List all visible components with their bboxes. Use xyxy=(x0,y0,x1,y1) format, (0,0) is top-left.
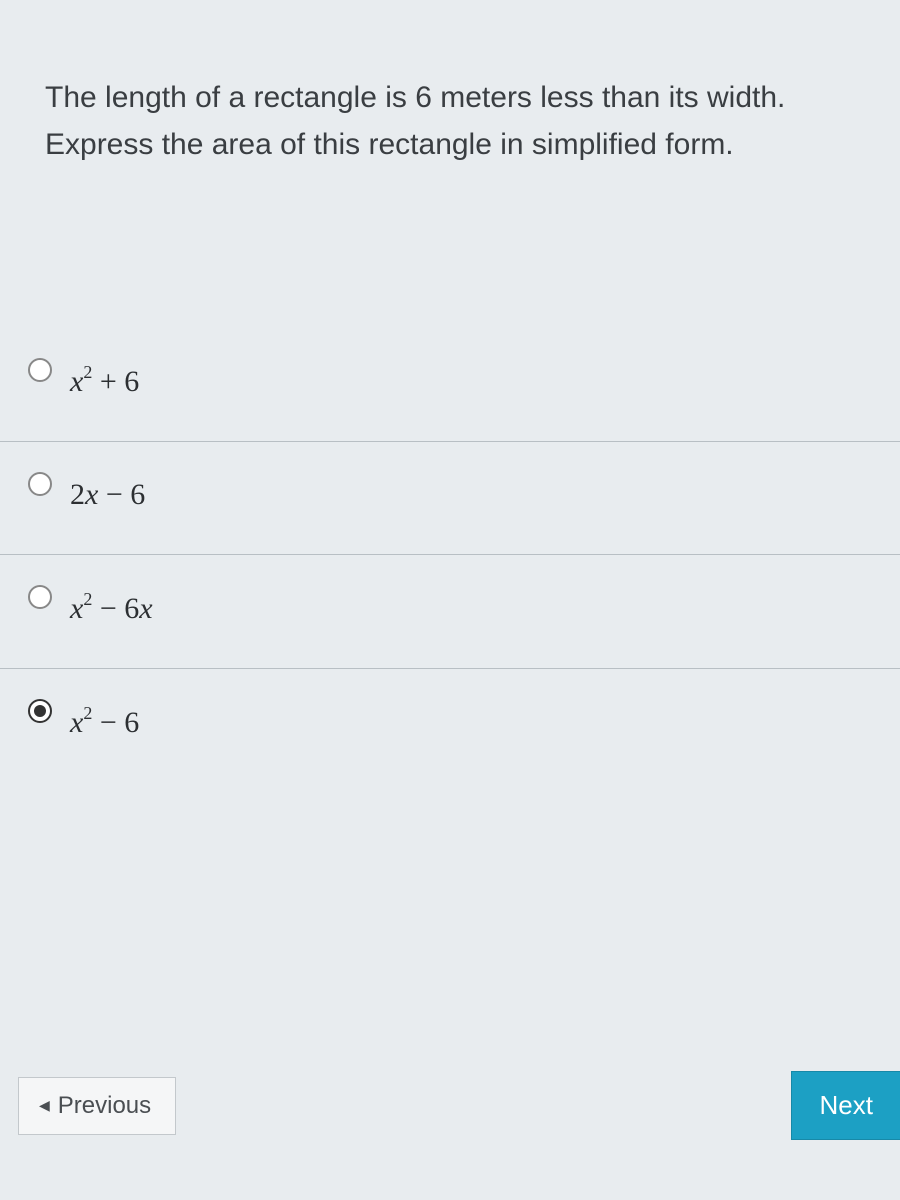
option-label: x2 − 6x xyxy=(70,583,153,626)
radio-button[interactable] xyxy=(28,358,52,382)
question-line-2: Express the area of this rectangle in si… xyxy=(45,128,734,161)
next-button[interactable]: Next xyxy=(791,1071,900,1140)
radio-button[interactable] xyxy=(28,472,52,496)
option-row[interactable]: x2 − 6x xyxy=(0,555,900,669)
options-area: x2 + 6 2x − 6 x2 − 6x x2 − 6 xyxy=(0,328,900,1051)
question-text: The length of a rectangle is 6 meters le… xyxy=(45,75,855,168)
option-label: x2 + 6 xyxy=(70,356,139,399)
option-row[interactable]: 2x − 6 xyxy=(0,442,900,555)
previous-label: Previous xyxy=(58,1092,151,1120)
next-label: Next xyxy=(820,1090,873,1120)
option-label: 2x − 6 xyxy=(70,470,145,512)
option-label: x2 − 6 xyxy=(70,697,139,740)
question-area: The length of a rectangle is 6 meters le… xyxy=(0,0,900,198)
option-row[interactable]: x2 − 6 xyxy=(0,669,900,782)
previous-arrow-icon: ◀ xyxy=(39,1097,50,1114)
previous-button[interactable]: ◀ Previous xyxy=(18,1077,176,1135)
radio-button[interactable] xyxy=(28,699,52,723)
nav-area: ◀ Previous Next xyxy=(0,1051,900,1200)
option-row[interactable]: x2 + 6 xyxy=(0,328,900,442)
question-line-1: The length of a rectangle is 6 meters le… xyxy=(45,81,785,114)
radio-button[interactable] xyxy=(28,585,52,609)
quiz-page: The length of a rectangle is 6 meters le… xyxy=(0,0,900,1200)
